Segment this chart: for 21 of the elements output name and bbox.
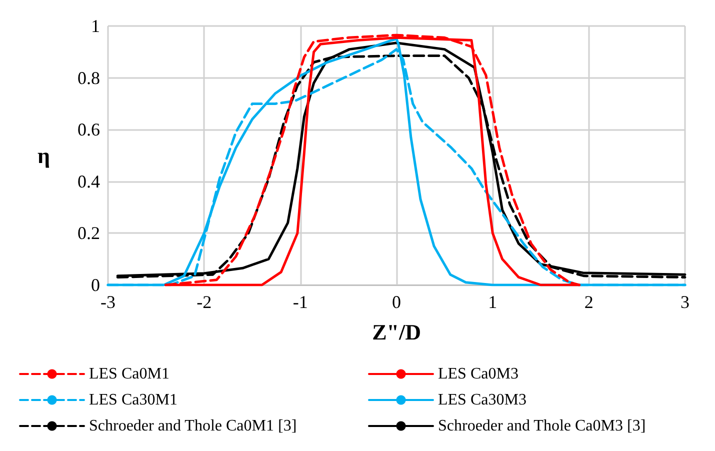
y-tick-label: 1 (91, 16, 100, 36)
x-tick-label: 0 (392, 292, 401, 312)
legend-label: LES Ca0M1 (89, 366, 170, 382)
x-axis-title: Z"/D (372, 320, 421, 344)
x-tick-label: -2 (196, 292, 212, 312)
x-tick-label: -3 (100, 292, 116, 312)
legend-label: LES Ca30M1 (89, 392, 178, 408)
y-tick-label: 0 (91, 275, 100, 295)
legend-label: Schroeder and Thole Ca0M1 [3] (89, 418, 297, 434)
legend-label: LES Ca30M3 (438, 392, 526, 408)
legend-label: Schroeder and Thole Ca0M3 [3] (438, 418, 646, 434)
y-tick-label: 0.6 (78, 120, 100, 140)
y-tick-label: 0.4 (78, 171, 100, 192)
x-tick-label: 3 (680, 292, 690, 312)
x-tick-label: -1 (292, 292, 308, 312)
legend-label: LES Ca0M3 (438, 366, 518, 382)
y-tick-label: 0.2 (78, 223, 100, 244)
y-tick-label: 0.8 (78, 68, 100, 88)
x-tick-label: 1 (488, 292, 498, 312)
y-axis-title: η (38, 143, 50, 168)
x-tick-label: 2 (584, 292, 594, 312)
